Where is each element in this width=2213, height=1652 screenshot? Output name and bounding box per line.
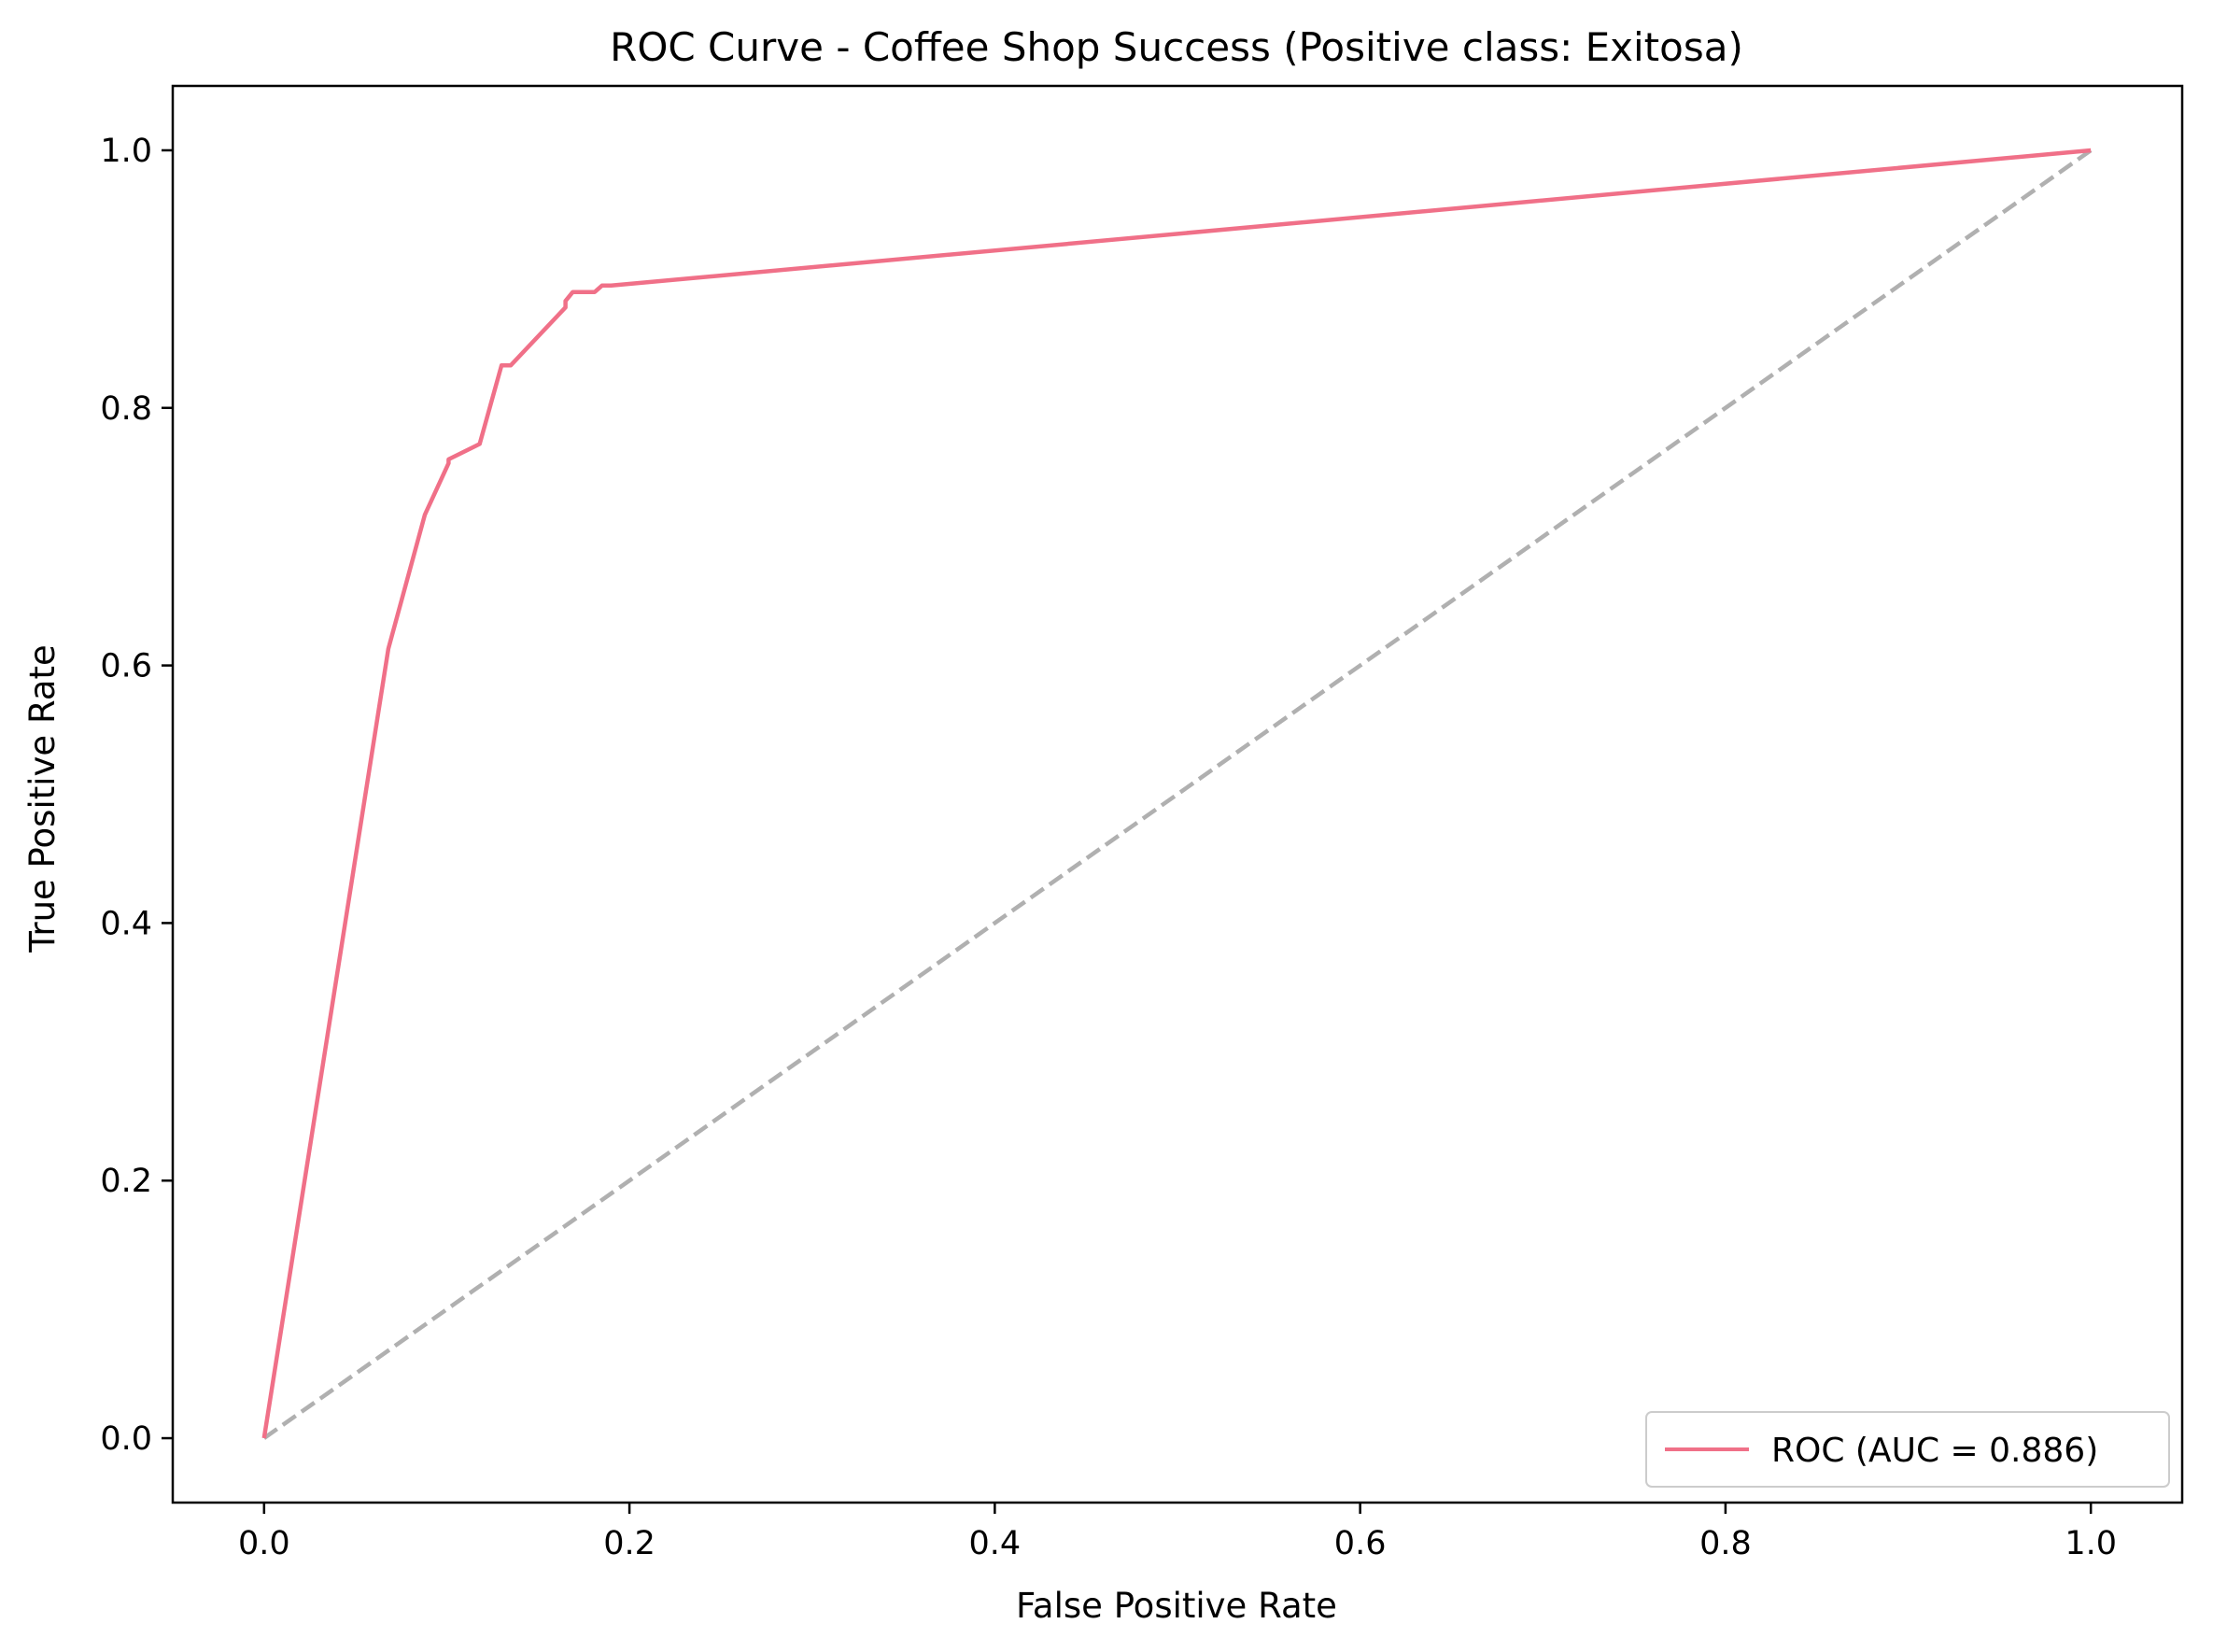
y-axis-label: True Positive Rate: [22, 644, 63, 953]
x-tick-label: 0.0: [238, 1525, 290, 1562]
x-tick-label: 0.8: [1699, 1525, 1752, 1562]
x-tick-label: 0.4: [969, 1525, 1022, 1562]
y-tick-label: 0.6: [100, 648, 152, 685]
legend-label: ROC (AUC = 0.886): [1771, 1432, 2098, 1470]
legend-box: [1645, 1411, 2170, 1488]
x-axis-label: False Positive Rate: [1016, 1586, 1337, 1626]
y-tick-label: 0.8: [100, 390, 152, 428]
roc-curve-line: [261, 148, 2092, 1439]
chance-diagonal-line: [262, 148, 2093, 1440]
tick-layer: 0.0 0.2 0.4 0.6 0.8 1.0 0.0 0.2 0.4 0.6 0.8 1.0: [100, 133, 2117, 1562]
x-tick-label: 1.0: [2065, 1525, 2117, 1562]
chart-title: ROC Curve - Coffee Shop Success (Positiv…: [610, 24, 1743, 70]
y-tick-label: 1.0: [100, 133, 152, 170]
legend: ROC (AUC = 0.886): [1645, 1411, 2170, 1488]
y-tick-label: 0.2: [100, 1163, 152, 1200]
series-layer: [261, 148, 2093, 1440]
x-tick-label: 0.6: [1334, 1525, 1387, 1562]
y-tick-label: 0.4: [100, 905, 152, 942]
y-tick-label: 0.0: [100, 1420, 152, 1458]
x-tick-label: 0.2: [603, 1525, 655, 1562]
plot-frame: [171, 84, 2184, 1504]
